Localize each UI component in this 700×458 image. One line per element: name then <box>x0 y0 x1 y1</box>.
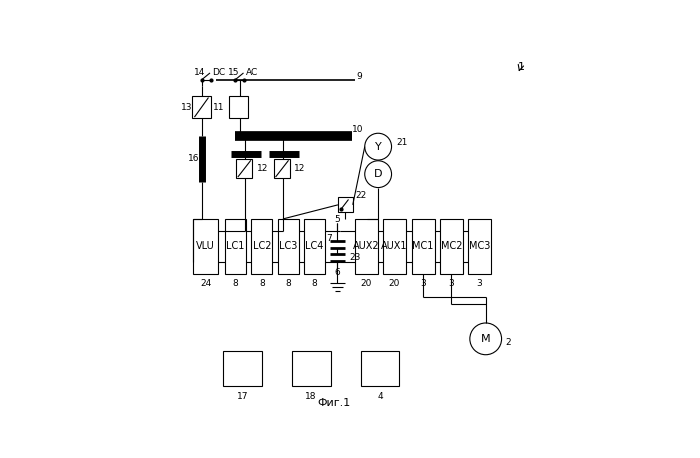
Text: 11: 11 <box>214 103 225 112</box>
Text: 3: 3 <box>420 279 426 288</box>
Text: 2: 2 <box>505 338 511 347</box>
Text: 17: 17 <box>237 392 248 401</box>
Text: 9: 9 <box>356 72 363 82</box>
Text: 8: 8 <box>312 279 318 288</box>
Text: 8: 8 <box>286 279 291 288</box>
Text: MC3: MC3 <box>469 241 490 251</box>
Text: 15: 15 <box>228 68 239 77</box>
Bar <box>468 219 491 273</box>
Bar <box>225 219 246 273</box>
Text: 1: 1 <box>517 62 524 72</box>
Text: 6: 6 <box>335 268 340 278</box>
Text: 7: 7 <box>326 234 332 243</box>
Bar <box>230 96 248 119</box>
Text: LC2: LC2 <box>253 241 271 251</box>
Text: 23: 23 <box>350 253 361 262</box>
Text: D: D <box>374 169 382 179</box>
Text: 3: 3 <box>477 279 482 288</box>
Bar <box>193 96 211 119</box>
Text: 12: 12 <box>256 164 268 173</box>
Text: 14: 14 <box>195 68 206 77</box>
Text: Фиг.1: Фиг.1 <box>317 398 351 409</box>
Text: VLU: VLU <box>196 241 215 251</box>
Text: AUX1: AUX1 <box>381 241 407 251</box>
Text: 22: 22 <box>356 191 367 200</box>
Text: 5: 5 <box>335 215 340 224</box>
Bar <box>383 219 406 273</box>
Bar <box>338 197 353 212</box>
Text: 16: 16 <box>188 154 199 164</box>
Bar <box>440 219 463 273</box>
Text: 3: 3 <box>448 279 454 288</box>
Bar <box>304 219 326 273</box>
Text: 20: 20 <box>389 279 400 288</box>
Text: 8: 8 <box>232 279 238 288</box>
Text: LC3: LC3 <box>279 241 298 251</box>
Text: 4: 4 <box>377 392 383 401</box>
Text: 10: 10 <box>352 125 364 134</box>
Text: DC: DC <box>212 68 225 77</box>
Bar <box>278 219 299 273</box>
Bar <box>251 219 272 273</box>
Bar <box>292 351 330 387</box>
Text: LC4: LC4 <box>305 241 324 251</box>
Text: MC2: MC2 <box>440 241 462 251</box>
Text: 18: 18 <box>305 392 317 401</box>
Bar <box>412 219 435 273</box>
Text: M: M <box>481 334 491 344</box>
Text: 20: 20 <box>360 279 372 288</box>
Text: LC1: LC1 <box>226 241 244 251</box>
Bar <box>193 219 218 273</box>
Text: 13: 13 <box>181 103 192 112</box>
Bar <box>237 159 252 178</box>
Text: 21: 21 <box>396 138 408 147</box>
Text: AUX2: AUX2 <box>354 241 380 251</box>
Bar <box>223 351 262 387</box>
Text: AC: AC <box>246 68 258 77</box>
Text: 8: 8 <box>259 279 265 288</box>
Text: Y: Y <box>374 142 382 152</box>
Text: MC1: MC1 <box>412 241 434 251</box>
Text: 24: 24 <box>200 279 211 288</box>
Bar <box>360 351 399 387</box>
Text: 12: 12 <box>294 164 306 173</box>
Bar <box>274 159 290 178</box>
Bar <box>355 219 378 273</box>
